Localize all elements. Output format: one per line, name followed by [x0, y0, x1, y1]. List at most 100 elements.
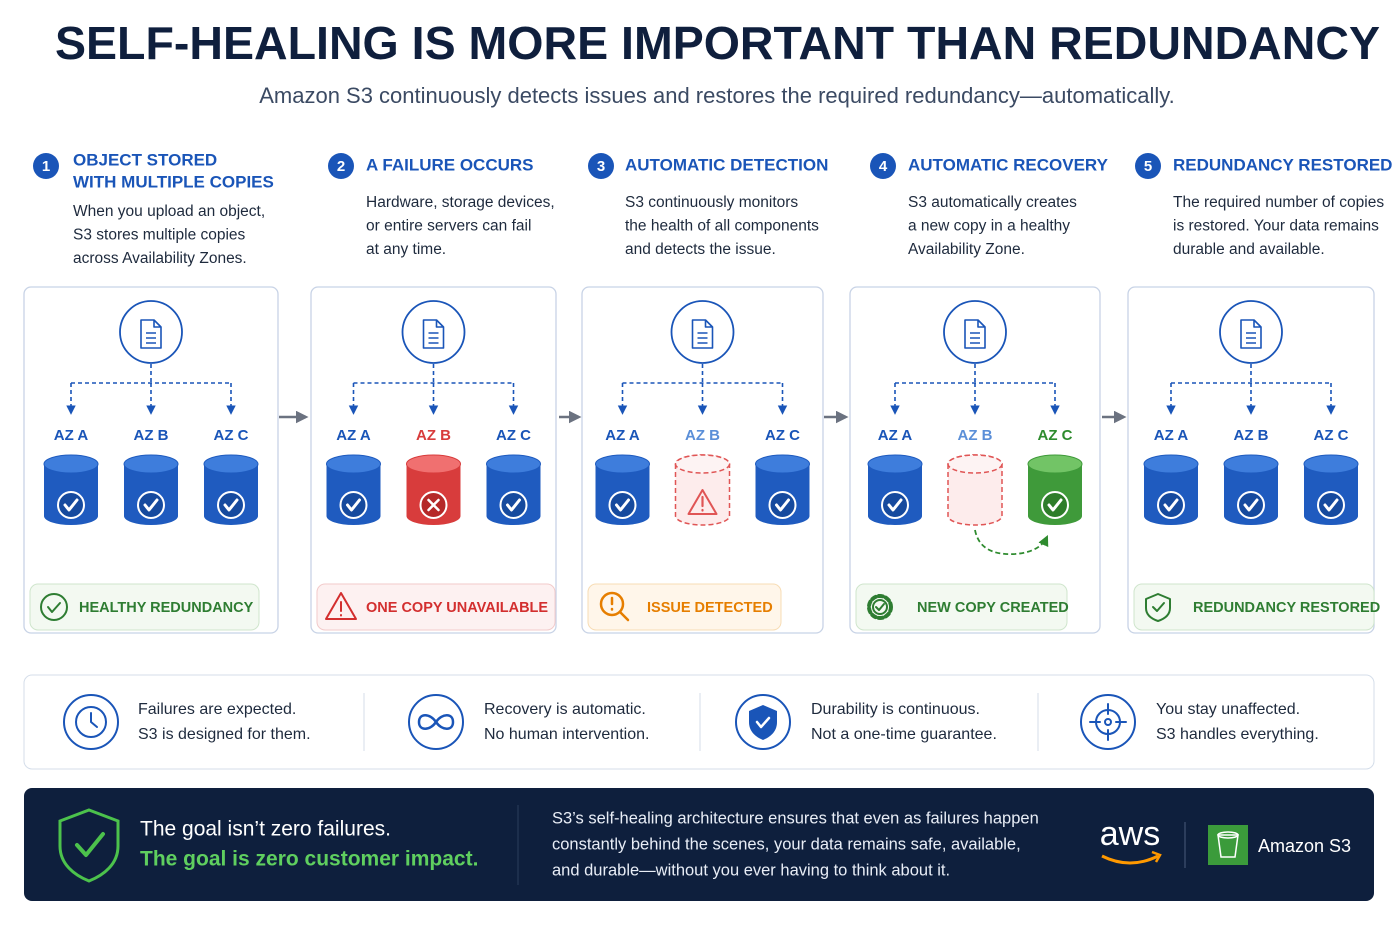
az-label: AZ C: [496, 427, 531, 444]
step-title: OBJECT STORED: [73, 150, 217, 169]
badge-icon: [610, 596, 630, 622]
document-icon: [140, 319, 162, 349]
step-description: S3 stores multiple copies: [73, 227, 246, 244]
step-description: When you upload an object,: [73, 203, 265, 220]
subtitle: Amazon S3 continuously detects issues an…: [259, 83, 1175, 108]
s3-icon: [1208, 825, 1248, 865]
document-node: [401, 300, 466, 364]
status-badge-text: ONE COPY UNAVAILABLE: [366, 600, 548, 616]
status-badge: [1133, 583, 1375, 631]
document-node: [1219, 300, 1283, 364]
step-title: A FAILURE OCCURS: [366, 155, 534, 174]
principle-text: Durability is continuous.: [811, 701, 980, 718]
step-number-circle: [328, 153, 354, 179]
title: SELF-HEALING IS MORE IMPORTANT THAN REDU…: [55, 17, 1380, 69]
az-label: AZ B: [958, 427, 993, 444]
infinity: [417, 714, 455, 730]
target: [1104, 718, 1112, 726]
status-badge: [855, 583, 1068, 631]
az-label: AZ A: [878, 427, 913, 444]
clock: [75, 706, 107, 738]
az-label: AZ B: [685, 427, 720, 444]
status-icon: [217, 491, 245, 519]
az-label: AZ B: [416, 427, 451, 444]
step-description: the health of all components: [625, 218, 819, 235]
status-icon: [499, 491, 528, 519]
cylinder-top: [755, 454, 810, 474]
status-icon: [768, 491, 797, 519]
document-node: [943, 300, 1007, 364]
principle-text: S3 handles everything.: [1156, 726, 1319, 743]
footer-headline: The goal isn’t zero failures.: [140, 818, 391, 841]
az-label: AZ A: [605, 427, 640, 444]
bucket-top: [1217, 831, 1239, 839]
step-number-circle: [33, 153, 59, 179]
status-badge: [316, 583, 556, 631]
step-number-circle: [870, 153, 896, 179]
footer-body: S3’s self-healing architecture ensures t…: [552, 809, 1039, 827]
cylinder-top: [1027, 454, 1083, 474]
badge-icon: [599, 591, 625, 617]
az-label: AZ B: [1234, 427, 1269, 444]
status-icon: [1317, 491, 1345, 519]
step-description: S3 automatically creates: [908, 194, 1077, 211]
status-badge-text: NEW COPY CREATED: [917, 600, 1069, 616]
az-label: AZ C: [214, 427, 249, 444]
shield-check: [755, 716, 771, 729]
step-number: 1: [42, 158, 50, 175]
step-description: a new copy in a healthy: [908, 218, 1070, 235]
status-icon: [608, 491, 637, 519]
step-number: 3: [597, 158, 605, 175]
step-description: Hardware, storage devices,: [366, 194, 555, 211]
shield-icon: [58, 808, 120, 883]
clock-hands: [90, 712, 98, 728]
cylinder-top: [43, 454, 99, 474]
az-label: AZ A: [1154, 427, 1189, 444]
cylinder-top: [123, 454, 179, 474]
principle-text: You stay unaffected.: [1156, 701, 1300, 718]
status-icon: [143, 498, 159, 512]
status-badge-text: REDUNDANCY RESTORED: [1193, 600, 1380, 616]
bucket: [1217, 834, 1239, 858]
step-title: AUTOMATIC DETECTION: [625, 155, 828, 174]
principle-text: Not a one-time guarantee.: [811, 726, 997, 743]
cylinder-top: [595, 454, 650, 474]
cylinder-top: [406, 454, 461, 474]
recovery-arrow: [974, 529, 1049, 555]
step-number: 5: [1144, 158, 1152, 175]
cylinder-top: [203, 454, 259, 474]
aws-smile-tip: [1151, 850, 1162, 863]
status-icon: [137, 491, 165, 519]
step-number-circle: [588, 153, 614, 179]
step-number: 2: [337, 158, 345, 175]
status-icon: [427, 498, 440, 512]
step-title: WITH MULTIPLE COPIES: [73, 172, 274, 191]
step-description: or entire servers can fail: [366, 218, 531, 235]
cylinder-top: [1223, 454, 1279, 474]
step-description: at any time.: [366, 241, 446, 258]
principle-text: Recovery is automatic.: [484, 701, 646, 718]
step-description: The required number of copies: [1173, 194, 1384, 211]
principle-icon: [1080, 694, 1136, 750]
status-icon: [339, 491, 368, 519]
cylinder-top: [1303, 454, 1359, 474]
document-icon: [1240, 319, 1262, 349]
step-number-circle: [1135, 153, 1161, 179]
cylinder-top: [326, 454, 381, 474]
status-badge: [29, 583, 260, 631]
principle-text: S3 is designed for them.: [138, 726, 311, 743]
step-description: across Availability Zones.: [73, 250, 247, 267]
cylinder-top: [486, 454, 541, 474]
status-badge: [587, 583, 782, 631]
status-icon: [1237, 491, 1265, 519]
status-badge-text: HEALTHY REDUNDANCY: [79, 600, 254, 616]
badge-icon: [325, 592, 357, 620]
az-label: AZ C: [765, 427, 800, 444]
principle-text: Failures are expected.: [138, 701, 296, 718]
badge-icon: [875, 603, 885, 611]
badge-icon: [867, 594, 893, 620]
footer-body: constantly behind the scenes, your data …: [552, 835, 1021, 853]
cylinder-top: [674, 454, 731, 474]
status-badge-text: ISSUE DETECTED: [647, 600, 773, 616]
